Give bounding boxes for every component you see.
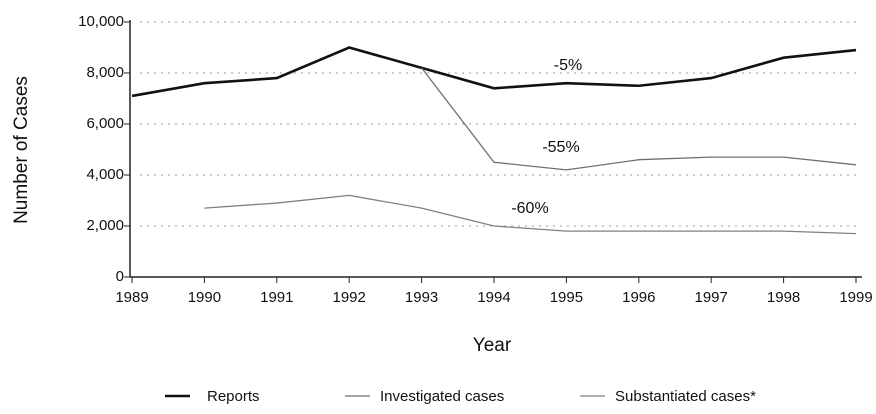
y-tick-label: 4,000: [86, 166, 124, 183]
series-line: [131, 46, 857, 98]
y-tick-label: 0: [116, 268, 124, 285]
x-tick-label: 1995: [550, 289, 583, 306]
legend-label: Substantiated cases*: [615, 388, 756, 405]
x-tick-label: 1994: [477, 289, 510, 306]
annotation: -5%: [554, 57, 582, 74]
x-tick-label: 1997: [695, 289, 728, 306]
x-tick-label: 1993: [405, 289, 438, 306]
y-tick-label: 6,000: [86, 115, 124, 132]
x-tick-label: 1992: [333, 289, 366, 306]
series-line: [204, 194, 857, 235]
x-tick-label: 1990: [188, 289, 221, 306]
x-tick-label: 1996: [622, 289, 655, 306]
annotation: -55%: [542, 139, 579, 156]
annotation: -60%: [511, 200, 548, 217]
x-tick-label: 1991: [260, 289, 293, 306]
legend-label: Reports: [207, 388, 260, 405]
y-tick-label: 8,000: [86, 64, 124, 81]
series-line: [421, 67, 857, 171]
x-tick-label: 1999: [839, 289, 872, 306]
x-tick-label: 1989: [115, 289, 148, 306]
x-tick-label: 1998: [767, 289, 800, 306]
y-tick-label: 10,000: [78, 13, 124, 30]
x-axis-label: Year: [473, 335, 512, 356]
y-axis-label: Number of Cases: [11, 76, 32, 224]
y-tick-label: 2,000: [86, 217, 124, 234]
legend-label: Investigated cases: [380, 388, 504, 405]
